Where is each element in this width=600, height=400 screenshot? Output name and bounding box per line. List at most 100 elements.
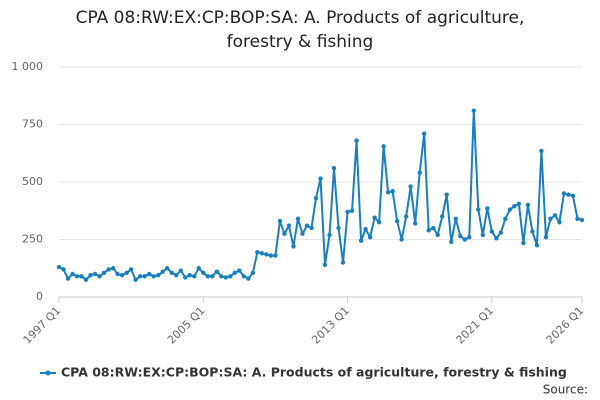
point bbox=[255, 249, 260, 255]
point bbox=[79, 274, 84, 279]
point bbox=[336, 225, 341, 231]
point bbox=[367, 235, 373, 240]
x-tick-label: 2021 Q1 bbox=[454, 304, 497, 347]
point bbox=[408, 184, 413, 189]
x-tick-label: 2013 Q1 bbox=[309, 304, 352, 347]
point bbox=[219, 274, 224, 279]
point bbox=[210, 274, 215, 279]
point bbox=[471, 108, 476, 113]
point bbox=[88, 272, 93, 278]
point bbox=[97, 274, 102, 279]
point bbox=[277, 218, 283, 224]
point bbox=[412, 221, 418, 226]
point bbox=[390, 189, 395, 194]
point bbox=[174, 272, 179, 278]
point bbox=[92, 271, 98, 277]
point bbox=[385, 190, 391, 195]
point bbox=[557, 220, 562, 225]
point bbox=[291, 244, 296, 249]
point bbox=[128, 267, 134, 272]
point bbox=[381, 144, 386, 149]
point bbox=[354, 138, 359, 143]
y-tick-label: 1 000 bbox=[12, 60, 44, 73]
point bbox=[61, 267, 66, 272]
point bbox=[453, 216, 458, 221]
point bbox=[345, 209, 350, 215]
point bbox=[228, 274, 233, 279]
point bbox=[331, 166, 337, 171]
point bbox=[214, 269, 220, 274]
point bbox=[237, 268, 242, 273]
point bbox=[394, 218, 400, 224]
point bbox=[165, 266, 170, 271]
point bbox=[133, 277, 138, 282]
point bbox=[399, 237, 404, 242]
source: Source: bbox=[543, 383, 588, 397]
point bbox=[530, 229, 535, 234]
point bbox=[313, 195, 319, 201]
point bbox=[264, 252, 269, 257]
point bbox=[246, 276, 251, 281]
point bbox=[124, 270, 129, 276]
point bbox=[462, 237, 467, 242]
point bbox=[449, 239, 454, 244]
y-tick-label: 500 bbox=[22, 175, 43, 188]
point bbox=[318, 176, 323, 181]
point bbox=[259, 251, 265, 256]
point bbox=[421, 131, 427, 136]
point bbox=[83, 277, 89, 282]
point bbox=[340, 260, 346, 265]
point bbox=[539, 148, 544, 154]
point bbox=[273, 253, 278, 258]
point bbox=[241, 274, 247, 279]
point bbox=[56, 264, 62, 270]
point bbox=[295, 216, 301, 221]
point bbox=[70, 271, 75, 277]
point bbox=[376, 220, 382, 225]
point bbox=[579, 217, 585, 223]
chart-title: CPA 08:RW:EX:CP:BOP:SA: A. Products of a… bbox=[75, 8, 525, 52]
point bbox=[566, 192, 571, 197]
y-tick-label: 0 bbox=[36, 290, 43, 303]
point bbox=[309, 225, 314, 231]
point bbox=[268, 253, 274, 258]
point bbox=[543, 235, 549, 240]
point bbox=[232, 270, 238, 276]
point bbox=[74, 274, 80, 279]
line bbox=[58, 110, 583, 282]
point bbox=[458, 233, 463, 239]
point bbox=[485, 206, 490, 211]
point bbox=[187, 272, 192, 278]
point bbox=[494, 236, 499, 241]
point bbox=[363, 226, 368, 232]
point bbox=[201, 270, 206, 276]
point bbox=[489, 229, 495, 234]
point bbox=[503, 216, 508, 221]
point bbox=[358, 238, 364, 243]
point bbox=[507, 207, 513, 212]
point bbox=[372, 215, 377, 220]
legend-marker bbox=[45, 370, 51, 376]
point bbox=[431, 225, 436, 231]
point bbox=[322, 262, 328, 267]
point bbox=[192, 274, 197, 279]
point bbox=[65, 276, 71, 281]
point bbox=[115, 271, 120, 277]
point bbox=[106, 267, 111, 272]
y-tick-label: 250 bbox=[22, 233, 43, 246]
point bbox=[525, 202, 531, 208]
point bbox=[196, 266, 201, 271]
point bbox=[417, 170, 422, 175]
x-tick-label: 1997 Q1 bbox=[21, 304, 64, 347]
point bbox=[151, 274, 156, 279]
point bbox=[476, 207, 481, 212]
point bbox=[119, 272, 125, 278]
point bbox=[512, 203, 517, 209]
point bbox=[575, 216, 580, 221]
point bbox=[250, 270, 256, 276]
point bbox=[570, 193, 576, 198]
point bbox=[444, 192, 449, 197]
point bbox=[327, 232, 332, 238]
